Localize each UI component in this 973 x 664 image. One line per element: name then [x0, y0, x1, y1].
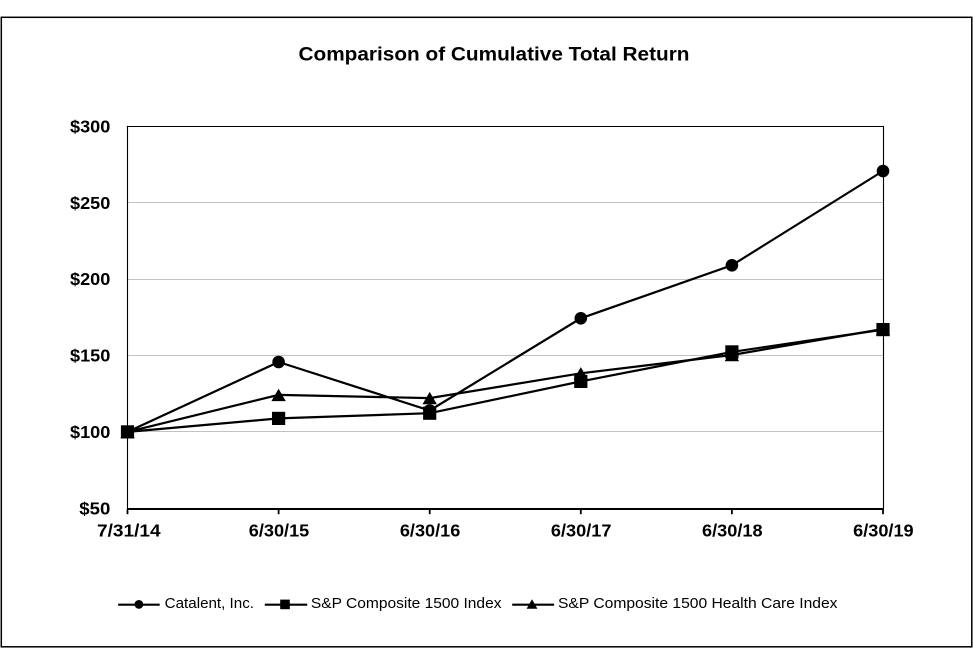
svg-text:Comparison of Cumulative Total: Comparison of Cumulative Total Return: [299, 43, 690, 65]
svg-text:6/30/17: 6/30/17: [551, 520, 612, 540]
svg-text:6/30/19: 6/30/19: [853, 520, 914, 540]
svg-text:$150: $150: [70, 346, 110, 366]
svg-text:6/30/18: 6/30/18: [702, 520, 763, 540]
svg-text:6/30/15: 6/30/15: [249, 520, 310, 540]
svg-text:$300: $300: [70, 116, 110, 136]
svg-text:$200: $200: [70, 269, 110, 289]
svg-text:$100: $100: [70, 422, 110, 442]
svg-text:6/30/16: 6/30/16: [400, 520, 461, 540]
svg-text:7/31/14: 7/31/14: [97, 520, 161, 540]
svg-text:$50: $50: [79, 499, 110, 519]
svg-text:$250: $250: [70, 193, 110, 213]
svg-text:S&P Composite 1500 Health Care: S&P Composite 1500 Health Care Index: [558, 596, 838, 612]
svg-text:S&P Composite 1500 Index: S&P Composite 1500 Index: [311, 596, 502, 612]
svg-text:Catalent, Inc.: Catalent, Inc.: [165, 596, 254, 612]
